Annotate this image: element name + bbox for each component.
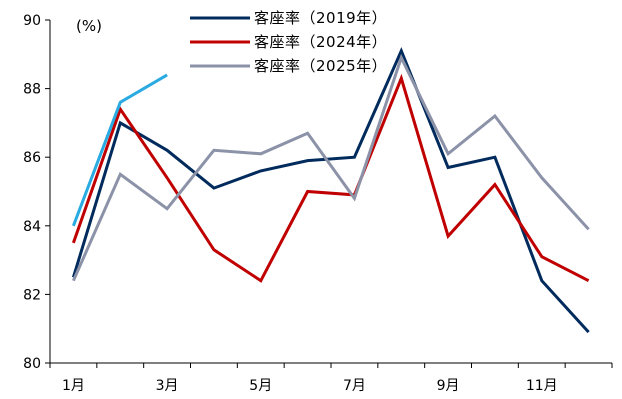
x-tick-label: 5月 (249, 378, 272, 394)
y-tick-label: 82 (23, 287, 41, 303)
x-tick-label: 9月 (437, 378, 460, 394)
y-unit-label: (%) (76, 17, 102, 35)
x-tick-label: 3月 (156, 378, 179, 394)
y-tick-label: 86 (23, 150, 41, 166)
legend-item: 客座率（2024年） (190, 33, 387, 51)
legend: 客座率（2019年） 客座率（2024年） 客座率（2025年） (190, 9, 387, 75)
y-ticks: 80 82 84 86 88 90 (23, 13, 50, 372)
legend-item: 客座率（2025年） (190, 57, 387, 75)
y-tick-label: 80 (23, 356, 41, 372)
x-tick-label: 11月 (526, 378, 558, 394)
y-tick-label: 88 (23, 82, 41, 98)
series-line-3 (72, 53, 590, 282)
series-line-4 (71, 73, 168, 227)
x-tick-label: 7月 (343, 378, 366, 394)
x-ticks: 1月 3月 5月 7月 9月 11月 (49, 363, 613, 394)
y-tick-label: 90 (23, 13, 41, 29)
y-tick-label: 84 (23, 219, 41, 235)
series-line-1 (71, 47, 590, 334)
legend-label: 客座率（2019年） (254, 9, 387, 27)
legend-label: 客座率（2025年） (254, 57, 387, 75)
x-tick-label: 1月 (62, 378, 85, 394)
series-line-2 (71, 73, 590, 283)
legend-label: 客座率（2024年） (254, 33, 387, 51)
legend-item: 客座率（2019年） (190, 9, 387, 27)
series-lines (71, 47, 590, 334)
